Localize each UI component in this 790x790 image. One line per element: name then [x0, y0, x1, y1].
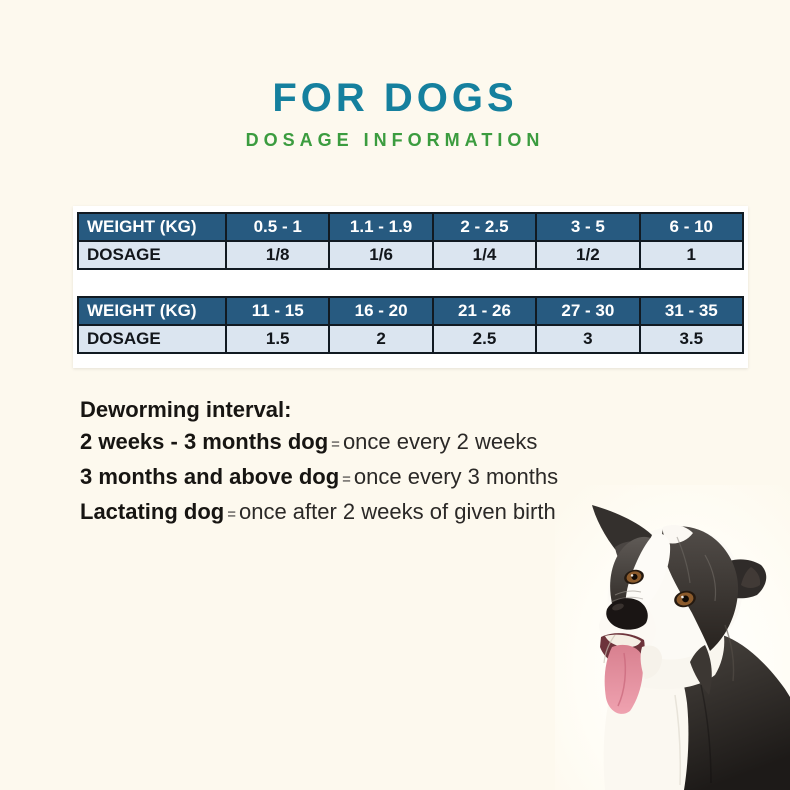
rule-subject: 2 weeks - 3 months dog	[80, 429, 329, 454]
rule-subject: Lactating dog	[80, 499, 225, 524]
rule-frequency: once every 3 months	[353, 464, 559, 489]
weight-range-cell: 27 - 30	[535, 296, 641, 326]
weight-range-cell: 16 - 20	[328, 296, 434, 326]
dosage-value-cell: 1.5	[224, 324, 331, 354]
dosage-value-cell: 3.5	[638, 324, 745, 354]
rule-separator: =	[227, 506, 236, 523]
weight-header-cell: WEIGHT (KG)	[77, 296, 227, 326]
dosage-value-cell: 2.5	[431, 324, 538, 354]
interval-rule: Lactating dog = once after 2 weeks of give…	[80, 496, 558, 531]
table-dosage-row: DOSAGE 1.5 2 2.5 3 3.5	[77, 324, 745, 354]
interval-heading: Deworming interval:	[80, 397, 292, 422]
rule-separator: =	[342, 471, 351, 488]
interval-rule: 2 weeks - 3 months dog = once every 2 week…	[80, 426, 558, 461]
weight-range-cell: 2 - 2.5	[431, 212, 538, 242]
dosage-value-cell: 1/4	[431, 240, 538, 270]
rule-frequency: once after 2 weeks of given birth	[238, 499, 556, 524]
weight-range-cell: 21 - 26	[431, 296, 538, 326]
dosage-value-cell: 3	[535, 324, 641, 354]
weight-range-cell: 11 - 15	[224, 296, 331, 326]
page-title: FOR DOGS	[272, 76, 518, 120]
dosage-value-cell: 1/2	[535, 240, 641, 270]
weight-range-cell: 31 - 35	[638, 296, 745, 326]
dosage-label-cell: DOSAGE	[77, 324, 227, 354]
dosage-label-cell: DOSAGE	[77, 240, 227, 270]
dosage-value-cell: 2	[328, 324, 434, 354]
page-subtitle: DOSAGE INFORMATION	[245, 130, 545, 150]
dog-photo	[555, 485, 790, 790]
weight-range-cell: 0.5 - 1	[224, 212, 331, 242]
deworming-interval-section: Deworming interval: 2 weeks - 3 months d…	[80, 394, 558, 531]
weight-range-cell: 6 - 10	[638, 212, 745, 242]
weight-range-cell: 1.1 - 1.9	[328, 212, 434, 242]
table-header-row: WEIGHT (KG) 0.5 - 1 1.1 - 1.9 2 - 2.5 3 …	[77, 212, 745, 242]
rule-separator: =	[331, 436, 340, 453]
dosage-value-cell: 1/6	[328, 240, 434, 270]
dosage-value-cell: 1	[638, 240, 745, 270]
dosage-table-large-dogs: WEIGHT (KG) 11 - 15 16 - 20 21 - 26 27 -…	[77, 296, 745, 354]
table-dosage-row: DOSAGE 1/8 1/6 1/4 1/2 1	[77, 240, 745, 270]
table-header-row: WEIGHT (KG) 11 - 15 16 - 20 21 - 26 27 -…	[77, 296, 745, 326]
rule-subject: 3 months and above dog	[80, 464, 340, 489]
weight-header-cell: WEIGHT (KG)	[77, 212, 227, 242]
dosage-value-cell: 1/8	[224, 240, 331, 270]
dosage-table-small-dogs: WEIGHT (KG) 0.5 - 1 1.1 - 1.9 2 - 2.5 3 …	[77, 212, 745, 270]
dosage-tables-panel: WEIGHT (KG) 0.5 - 1 1.1 - 1.9 2 - 2.5 3 …	[73, 206, 748, 368]
rule-frequency: once every 2 weeks	[342, 429, 538, 454]
weight-range-cell: 3 - 5	[535, 212, 641, 242]
interval-rule: 3 months and above dog = once every 3 mont…	[80, 461, 558, 496]
